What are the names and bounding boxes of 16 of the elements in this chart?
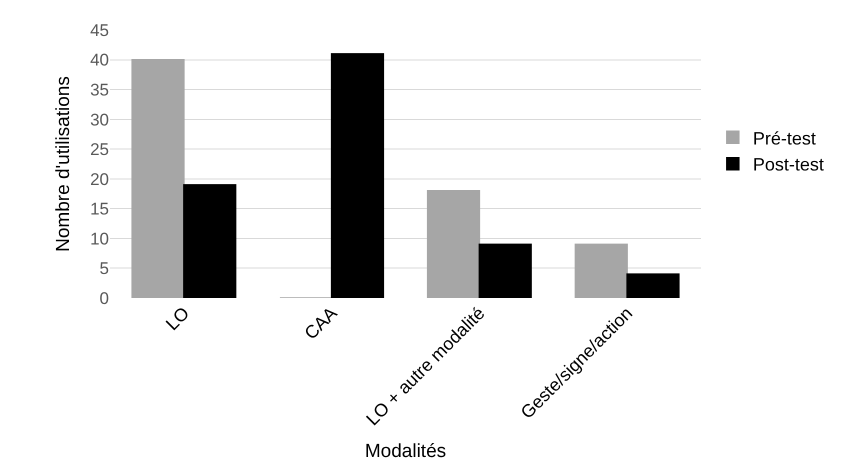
x-tick-label: CAA bbox=[300, 303, 341, 344]
y-tick-label: 0 bbox=[100, 288, 109, 308]
y-tick-label: 5 bbox=[100, 259, 109, 278]
y-tick-label: 15 bbox=[90, 200, 109, 219]
y-tick-label: 35 bbox=[90, 80, 109, 100]
y-tick-label: 40 bbox=[90, 50, 109, 70]
y-tick-label: 10 bbox=[90, 229, 109, 248]
y-axis-title: Nombre d'utilisations bbox=[52, 76, 74, 252]
y-tick-label: 25 bbox=[90, 140, 109, 160]
legend-label: Pré-test bbox=[752, 128, 816, 148]
x-axis-title: Modalités bbox=[364, 441, 446, 462]
legend-label: Post-test bbox=[752, 154, 824, 175]
y-tick-label: 20 bbox=[90, 170, 109, 189]
y-tick-label: 45 bbox=[90, 20, 109, 40]
y-tick-label: 30 bbox=[90, 110, 109, 130]
x-tick-label: LO bbox=[162, 303, 194, 334]
